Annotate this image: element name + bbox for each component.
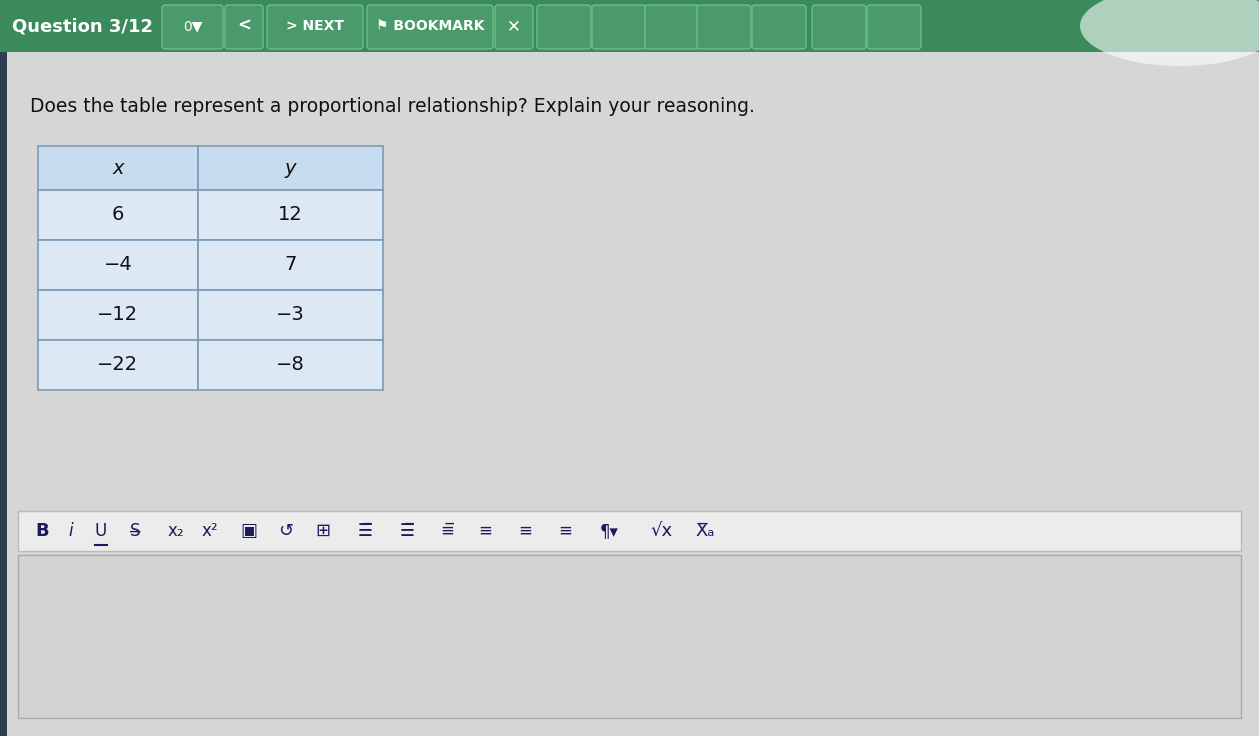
Text: B: B [35,522,49,540]
Bar [38,240,198,290]
Text: x: x [112,158,123,177]
FancyBboxPatch shape [752,5,806,49]
FancyBboxPatch shape [495,5,533,49]
Bar [38,340,198,390]
Text: ⚑ BOOKMARK: ⚑ BOOKMARK [375,19,485,33]
Bar [38,190,198,240]
FancyBboxPatch shape [867,5,922,49]
Text: −12: −12 [97,305,138,325]
Text: ✕: ✕ [507,17,521,35]
Text: U: U [94,522,107,540]
Bar [0,0,1259,52]
Bar [18,555,1241,718]
Text: y: y [285,158,296,177]
Text: 7: 7 [285,255,297,275]
Bar [198,240,383,290]
Bar [38,290,198,340]
FancyBboxPatch shape [162,5,223,49]
Text: 0▼: 0▼ [183,19,203,33]
Text: ≡: ≡ [478,522,492,540]
Text: > NEXT: > NEXT [286,19,344,33]
Text: ▣: ▣ [240,522,257,540]
Text: i: i [68,522,73,540]
FancyBboxPatch shape [368,5,494,49]
Text: √x: √x [650,522,672,540]
Text: ⊞: ⊞ [315,522,330,540]
Ellipse shape [1080,0,1259,66]
Text: ¶▾: ¶▾ [601,522,619,540]
Bar [198,340,383,390]
FancyBboxPatch shape [267,5,363,49]
Bar [38,146,198,190]
Text: −8: −8 [276,355,305,375]
Text: −22: −22 [97,355,138,375]
Text: ≡: ≡ [517,522,531,540]
FancyBboxPatch shape [812,5,866,49]
Text: 12: 12 [278,205,303,224]
Text: <: < [237,17,251,35]
Text: −4: −4 [103,255,132,275]
Bar [198,190,383,240]
Bar [0,52,8,736]
Text: S̶: S̶ [130,522,141,540]
Text: ☰̅̅: ☰̅̅ [400,522,415,540]
FancyBboxPatch shape [645,5,699,49]
Bar [18,511,1241,551]
Text: ☰̅: ☰̅ [358,522,373,540]
Text: ↺: ↺ [278,522,293,540]
Text: Does the table represent a proportional relationship? Explain your reasoning.: Does the table represent a proportional … [30,96,755,116]
Text: x²: x² [201,522,219,540]
Text: 6: 6 [112,205,125,224]
Text: Χ̅ₐ: Χ̅ₐ [695,522,714,540]
Text: ≡: ≡ [558,522,572,540]
Text: −3: −3 [276,305,305,325]
FancyBboxPatch shape [697,5,752,49]
Text: ≡̅: ≡̅ [439,522,454,540]
Text: x₂: x₂ [167,522,185,540]
FancyBboxPatch shape [592,5,646,49]
Bar [198,146,383,190]
FancyBboxPatch shape [538,5,590,49]
Text: Question 3/12: Question 3/12 [13,17,154,35]
Bar [198,290,383,340]
FancyBboxPatch shape [225,5,263,49]
